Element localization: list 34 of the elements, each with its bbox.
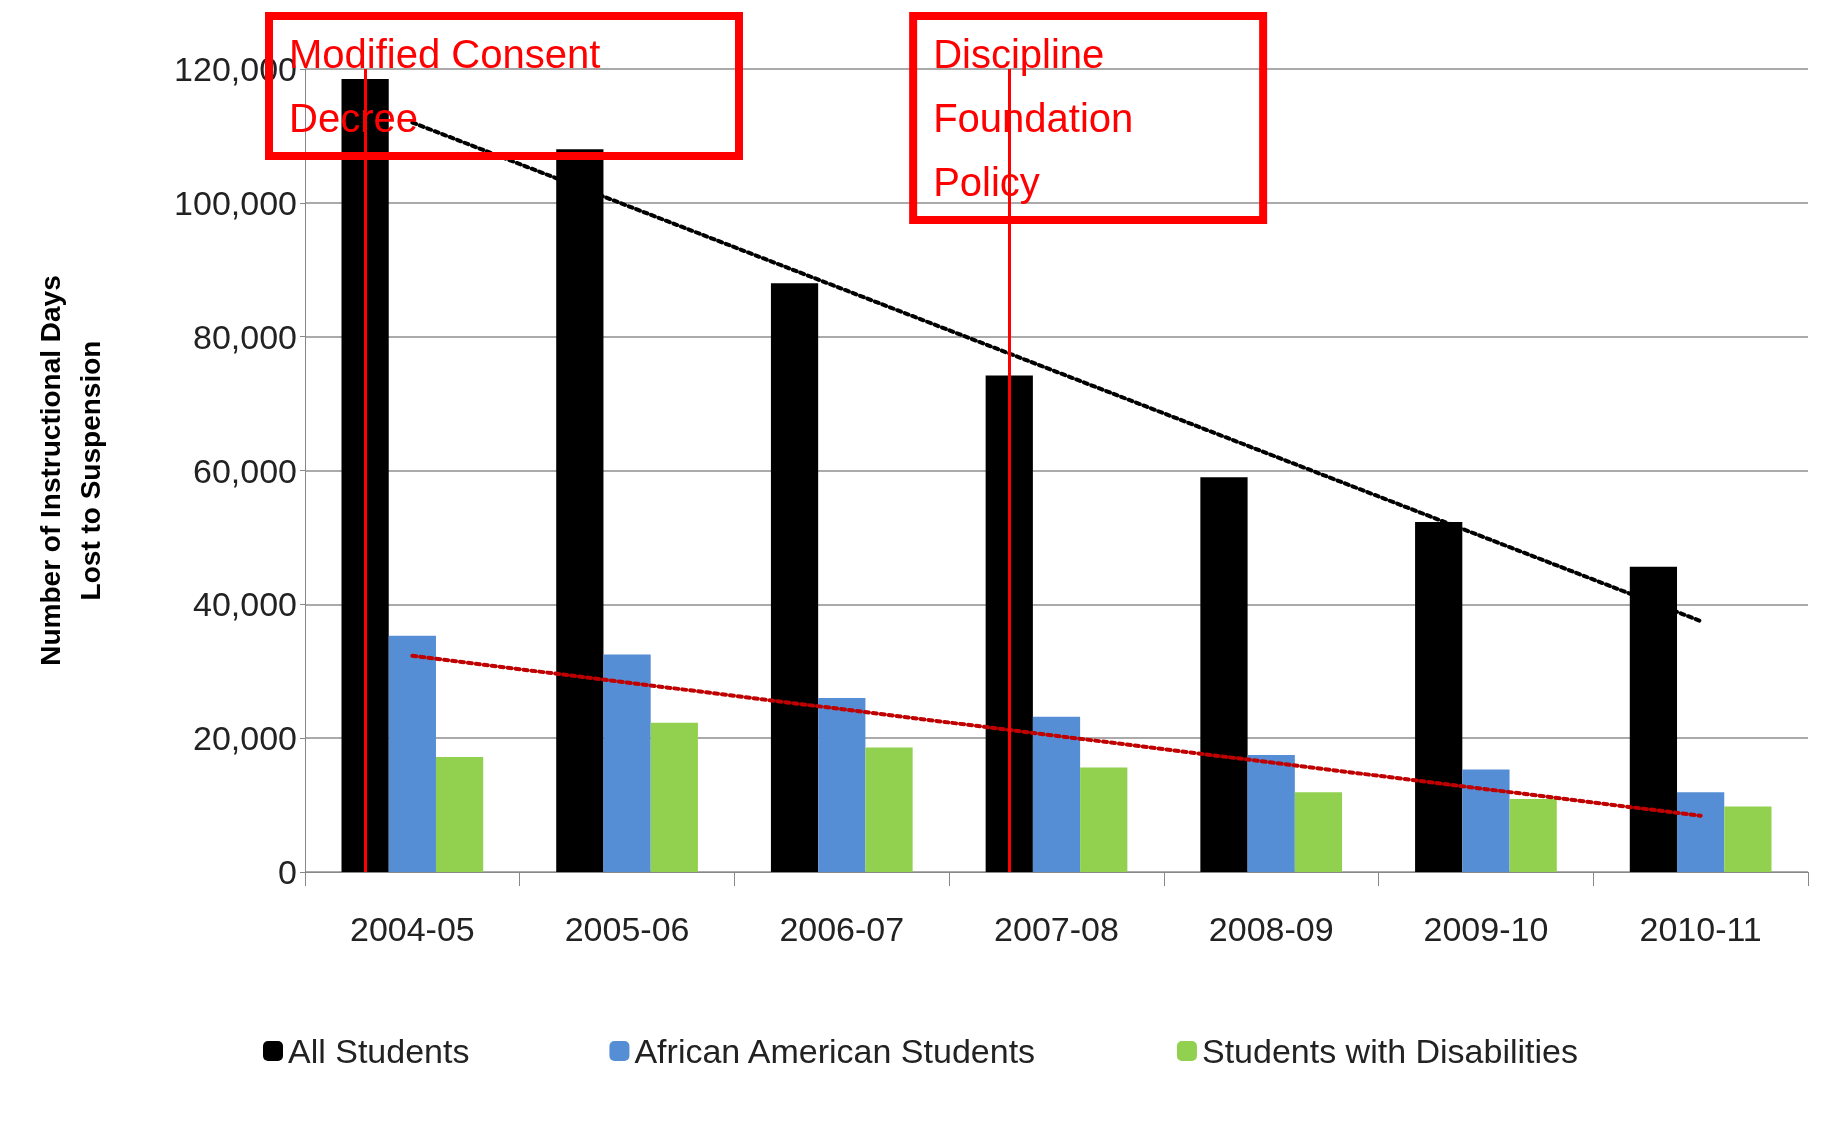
y-tick-label: 40,000 bbox=[193, 585, 297, 624]
bar bbox=[1509, 799, 1557, 872]
bar bbox=[770, 283, 819, 872]
x-tick-label: 2006-07 bbox=[779, 910, 905, 948]
bar bbox=[1032, 716, 1081, 872]
bar bbox=[985, 375, 1033, 872]
x-tick-label: 2007-08 bbox=[994, 910, 1119, 948]
y-axis-title: Number of Instructional Days Lost to Suspension bbox=[34, 275, 106, 666]
bar bbox=[1200, 477, 1248, 872]
bar bbox=[388, 635, 436, 872]
y-tick-label: 100,000 bbox=[174, 183, 297, 222]
y-tick-label: 60,000 bbox=[193, 451, 297, 490]
bar bbox=[865, 747, 913, 872]
bar bbox=[1677, 792, 1725, 872]
x-tick-label: 2008-09 bbox=[1208, 910, 1334, 948]
bar bbox=[818, 698, 866, 872]
y-tick-label: 80,000 bbox=[193, 317, 297, 356]
legend-label: African American Students bbox=[634, 1032, 1036, 1070]
y-tick-label: 20,000 bbox=[193, 719, 297, 758]
bar bbox=[1247, 754, 1295, 872]
bar bbox=[1462, 769, 1510, 872]
x-tick-label: 2005-06 bbox=[564, 910, 690, 948]
bar bbox=[603, 654, 651, 872]
y-tick-label: 0 bbox=[278, 853, 297, 891]
x-tick-label: 2004-05 bbox=[349, 910, 475, 948]
bar bbox=[1294, 792, 1343, 872]
bar bbox=[1080, 767, 1128, 872]
bar bbox=[435, 756, 484, 872]
legend-label: All Students bbox=[287, 1032, 470, 1070]
x-tick-label: 2010-11 bbox=[1639, 910, 1762, 948]
bar bbox=[1724, 806, 1772, 872]
x-tick-label: 2009-10 bbox=[1423, 910, 1549, 948]
legend-label: Students with Disabilities bbox=[1201, 1032, 1579, 1070]
bar bbox=[650, 722, 698, 872]
